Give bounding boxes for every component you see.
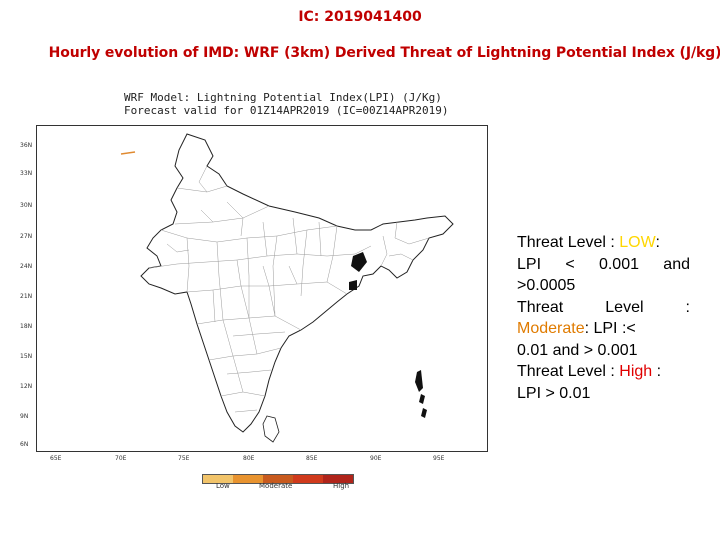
threat-high-suffix: : [652,363,662,380]
legend-swatch-3 [263,475,293,483]
lat-label-6n: 6N [20,441,29,448]
lat-label-30n: 30N [20,202,33,209]
lat-label-15n: 15N [20,353,33,360]
district-boundaries [148,165,430,413]
threat-moderate-line2: Moderate: LPI :< [517,318,690,340]
threat-moderate-suffix: : LPI :< [584,320,636,337]
map-caption-line1: WRF Model: Lightning Potential Index(LPI… [124,91,442,104]
lon-label-75e: 75E [178,455,190,462]
legend-swatch-2 [233,475,263,483]
lat-label-24n: 24N [20,263,33,270]
legend-label-high: High [333,482,350,490]
threat-high-condition: LPI > 0.01 [517,384,591,402]
map-caption: WRF Model: Lightning Potential Index(LPI… [124,91,449,117]
legend-swatch-1 [203,475,233,483]
threat-low-word: LOW [619,234,656,251]
map-caption-line2: Forecast valid for 01Z14APR2019 (IC=00Z1… [124,104,449,117]
lon-label-90e: 90E [370,455,382,462]
lon-label-85e: 85E [306,455,318,462]
lon-label-65e: 65E [50,455,62,462]
lat-label-21n: 21N [20,293,33,300]
sri-lanka-outline [262,415,280,443]
lon-label-70e: 70E [115,455,127,462]
lpi-high-patches [349,252,427,418]
india-map [120,133,454,443]
lat-label-33n: 33N [20,170,33,177]
legend-color-bar [202,474,354,484]
legend-swatch-5 [323,475,353,483]
lat-label-27n: 27N [20,233,33,240]
lon-label-95e: 95E [433,455,445,462]
legend-swatch-4 [293,475,323,483]
map-frame [36,125,488,452]
lpi-low-mark [120,151,136,155]
threat-moderate-line: Threat Level : [517,297,690,319]
lat-label-18n: 18N [20,323,33,330]
threat-high-line: Threat Level : High : [517,361,690,383]
lon-label-80e: 80E [243,455,255,462]
lat-label-9n: 9N [20,413,29,420]
threat-low-prefix: Threat Level : [517,234,620,251]
legend-label-moderate: Moderate [259,482,293,490]
threat-high-word: High [619,363,653,380]
threat-moderate-prefix: Threat Level : [517,298,690,316]
threat-level-description: Threat Level : LOW: LPI < 0.001 and >0.0… [517,232,690,404]
ic-title: IC: 2019041400 [298,9,422,25]
threat-high-prefix: Threat Level : [517,363,620,380]
threat-low-line: Threat Level : LOW: [517,232,690,254]
main-title: Hourly evolution of IMD: WRF (3km) Deriv… [48,45,720,61]
legend-label-low: Low [216,482,230,490]
india-outline [140,133,454,433]
lat-label-12n: 12N [20,383,33,390]
threat-low-condition: LPI < 0.001 and >0.0005 [517,255,690,295]
threat-moderate-condition: 0.01 and > 0.001 [517,341,638,359]
lat-label-36n: 36N [20,142,33,149]
threat-moderate-word: Moderate [517,320,585,337]
threat-low-suffix: : [655,234,660,251]
